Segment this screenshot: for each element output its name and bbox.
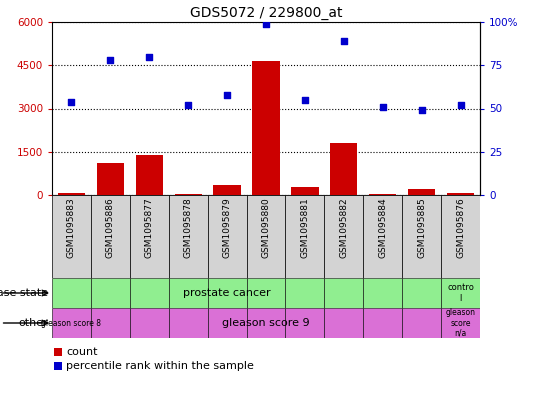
Bar	[286, 195, 324, 278]
Point	[223, 92, 231, 98]
Bar	[208, 278, 246, 308]
Bar	[246, 308, 286, 338]
Text: gleason score 9: gleason score 9	[222, 318, 310, 328]
Bar	[96, 163, 124, 195]
Text: other: other	[18, 318, 48, 328]
Bar	[130, 195, 169, 278]
Bar	[363, 308, 402, 338]
Point	[456, 102, 465, 108]
Bar	[324, 278, 363, 308]
Point	[378, 104, 387, 110]
Bar	[246, 278, 286, 308]
Bar	[286, 278, 324, 308]
Bar	[91, 278, 130, 308]
Text: prostate cancer: prostate cancer	[183, 288, 271, 298]
Bar	[363, 278, 402, 308]
Bar	[291, 187, 319, 195]
Text: percentile rank within the sample: percentile rank within the sample	[66, 361, 254, 371]
Bar	[324, 195, 363, 278]
Bar	[213, 185, 241, 195]
Bar	[286, 308, 324, 338]
Bar	[58, 193, 85, 195]
Bar	[175, 194, 202, 195]
Point	[262, 20, 271, 27]
Bar	[441, 308, 480, 338]
Bar	[52, 308, 91, 338]
Title: GDS5072 / 229800_at: GDS5072 / 229800_at	[190, 6, 342, 20]
Bar	[447, 193, 474, 195]
Text: GSM1095878: GSM1095878	[184, 198, 192, 258]
Text: GSM1095879: GSM1095879	[223, 198, 232, 258]
Point	[417, 107, 426, 113]
Text: GSM1095884: GSM1095884	[378, 198, 387, 258]
Point	[184, 102, 192, 108]
Point	[145, 53, 154, 60]
Text: GSM1095886: GSM1095886	[106, 198, 115, 258]
Text: contro
l: contro l	[447, 283, 474, 303]
Bar	[402, 195, 441, 278]
Bar	[91, 195, 130, 278]
Bar	[252, 61, 280, 195]
Bar	[52, 195, 91, 278]
Bar	[52, 278, 91, 308]
Text: GSM1095880: GSM1095880	[261, 198, 271, 258]
Bar	[130, 278, 169, 308]
Bar	[169, 278, 208, 308]
Point	[301, 97, 309, 103]
Bar	[408, 189, 436, 195]
Bar	[324, 308, 363, 338]
Bar	[441, 278, 480, 308]
Bar	[91, 308, 130, 338]
Bar	[330, 143, 357, 195]
Text: GSM1095883: GSM1095883	[67, 198, 76, 258]
Text: GSM1095881: GSM1095881	[300, 198, 309, 258]
Point	[340, 38, 348, 44]
Bar	[363, 195, 402, 278]
Text: GSM1095876: GSM1095876	[456, 198, 465, 258]
Point	[106, 57, 115, 63]
Bar	[208, 308, 246, 338]
Point	[67, 98, 76, 105]
Text: gleason
score
n/a: gleason score n/a	[446, 308, 475, 338]
Text: GSM1095882: GSM1095882	[340, 198, 348, 258]
Text: count: count	[66, 347, 98, 357]
Text: GSM1095877: GSM1095877	[145, 198, 154, 258]
Text: disease state: disease state	[0, 288, 48, 298]
Bar	[169, 308, 208, 338]
Text: GSM1095885: GSM1095885	[417, 198, 426, 258]
Text: gleason score 8: gleason score 8	[42, 318, 101, 327]
Bar	[208, 195, 246, 278]
Bar	[169, 195, 208, 278]
Bar	[136, 155, 163, 195]
Bar	[402, 278, 441, 308]
Bar	[441, 195, 480, 278]
Bar	[130, 308, 169, 338]
Bar	[402, 308, 441, 338]
Bar	[246, 195, 286, 278]
